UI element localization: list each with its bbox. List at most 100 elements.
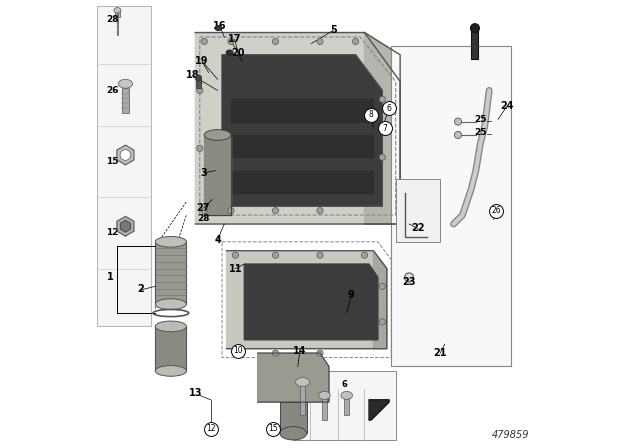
Text: 17: 17 — [228, 34, 241, 44]
Ellipse shape — [362, 252, 367, 258]
Text: 25: 25 — [474, 128, 487, 137]
Ellipse shape — [232, 252, 239, 258]
Text: 3: 3 — [201, 168, 207, 178]
Ellipse shape — [317, 350, 323, 356]
Text: 2: 2 — [138, 284, 145, 293]
Polygon shape — [231, 171, 373, 193]
Text: 12: 12 — [106, 228, 119, 237]
Polygon shape — [365, 33, 400, 224]
Text: 4: 4 — [214, 235, 221, 245]
Text: 25: 25 — [474, 115, 487, 124]
Ellipse shape — [228, 207, 234, 214]
Ellipse shape — [353, 39, 359, 44]
Text: 1: 1 — [108, 272, 114, 282]
Bar — [300, 382, 305, 415]
Ellipse shape — [317, 39, 323, 44]
Text: 16: 16 — [213, 21, 227, 31]
Ellipse shape — [196, 145, 203, 151]
Text: 5: 5 — [330, 26, 337, 35]
Ellipse shape — [454, 131, 461, 138]
Text: 10: 10 — [233, 346, 243, 355]
Bar — [116, 13, 118, 35]
Text: 28: 28 — [106, 15, 119, 24]
Bar — [156, 242, 186, 304]
Ellipse shape — [404, 273, 413, 282]
Ellipse shape — [273, 39, 278, 44]
Ellipse shape — [280, 426, 307, 440]
Ellipse shape — [341, 392, 353, 400]
Text: 15: 15 — [268, 424, 278, 433]
Ellipse shape — [273, 350, 278, 356]
Ellipse shape — [296, 378, 310, 387]
Bar — [322, 396, 326, 420]
Ellipse shape — [273, 252, 278, 258]
Text: 28: 28 — [197, 214, 210, 223]
Polygon shape — [204, 135, 231, 215]
Polygon shape — [373, 251, 387, 349]
Text: 22: 22 — [411, 224, 425, 233]
Ellipse shape — [380, 283, 385, 289]
Polygon shape — [117, 216, 134, 236]
Bar — [115, 10, 120, 17]
Ellipse shape — [317, 207, 323, 214]
Text: 6: 6 — [387, 104, 392, 113]
Ellipse shape — [228, 39, 234, 44]
Text: 14: 14 — [293, 346, 307, 356]
Text: 12: 12 — [206, 424, 216, 433]
Polygon shape — [244, 264, 378, 340]
Text: 6: 6 — [341, 380, 348, 389]
Text: 479859: 479859 — [492, 430, 529, 440]
Polygon shape — [117, 145, 134, 165]
Text: 24: 24 — [500, 101, 514, 111]
Bar — [122, 88, 129, 113]
Text: 15: 15 — [106, 157, 119, 166]
Text: 23: 23 — [403, 277, 416, 287]
Ellipse shape — [201, 207, 207, 214]
Ellipse shape — [273, 207, 278, 214]
Text: 21: 21 — [433, 348, 447, 358]
Ellipse shape — [156, 366, 186, 376]
Bar — [196, 78, 201, 88]
Ellipse shape — [196, 87, 203, 94]
Text: 19: 19 — [195, 56, 209, 66]
Bar — [156, 327, 186, 371]
Ellipse shape — [380, 319, 385, 325]
Polygon shape — [222, 55, 382, 206]
Polygon shape — [195, 33, 400, 224]
Ellipse shape — [156, 237, 186, 247]
Ellipse shape — [156, 321, 186, 332]
Ellipse shape — [195, 75, 202, 81]
Text: 11: 11 — [228, 263, 242, 274]
Text: 8: 8 — [369, 110, 374, 120]
Ellipse shape — [156, 299, 186, 310]
Ellipse shape — [380, 96, 385, 103]
Ellipse shape — [120, 150, 131, 160]
Ellipse shape — [232, 350, 239, 356]
Bar — [344, 396, 349, 415]
Ellipse shape — [380, 154, 385, 160]
Text: 7: 7 — [382, 124, 387, 133]
Ellipse shape — [319, 392, 330, 400]
Ellipse shape — [201, 39, 207, 44]
Bar — [293, 371, 396, 440]
Polygon shape — [231, 135, 373, 157]
Text: 13: 13 — [189, 388, 202, 398]
Polygon shape — [231, 99, 373, 121]
Text: 26: 26 — [491, 206, 500, 215]
Text: 9: 9 — [348, 290, 355, 300]
Bar — [391, 46, 511, 366]
Ellipse shape — [317, 252, 323, 258]
Bar — [396, 180, 440, 242]
Text: 26: 26 — [106, 86, 119, 95]
Ellipse shape — [118, 79, 132, 88]
Text: 27: 27 — [196, 203, 210, 213]
Text: 7: 7 — [314, 380, 320, 389]
Text: 18: 18 — [186, 70, 200, 80]
Bar — [280, 402, 307, 433]
Polygon shape — [227, 251, 387, 349]
Text: 8: 8 — [299, 372, 305, 381]
Ellipse shape — [454, 118, 461, 125]
Polygon shape — [369, 400, 389, 420]
Polygon shape — [258, 353, 329, 402]
Ellipse shape — [204, 129, 231, 140]
